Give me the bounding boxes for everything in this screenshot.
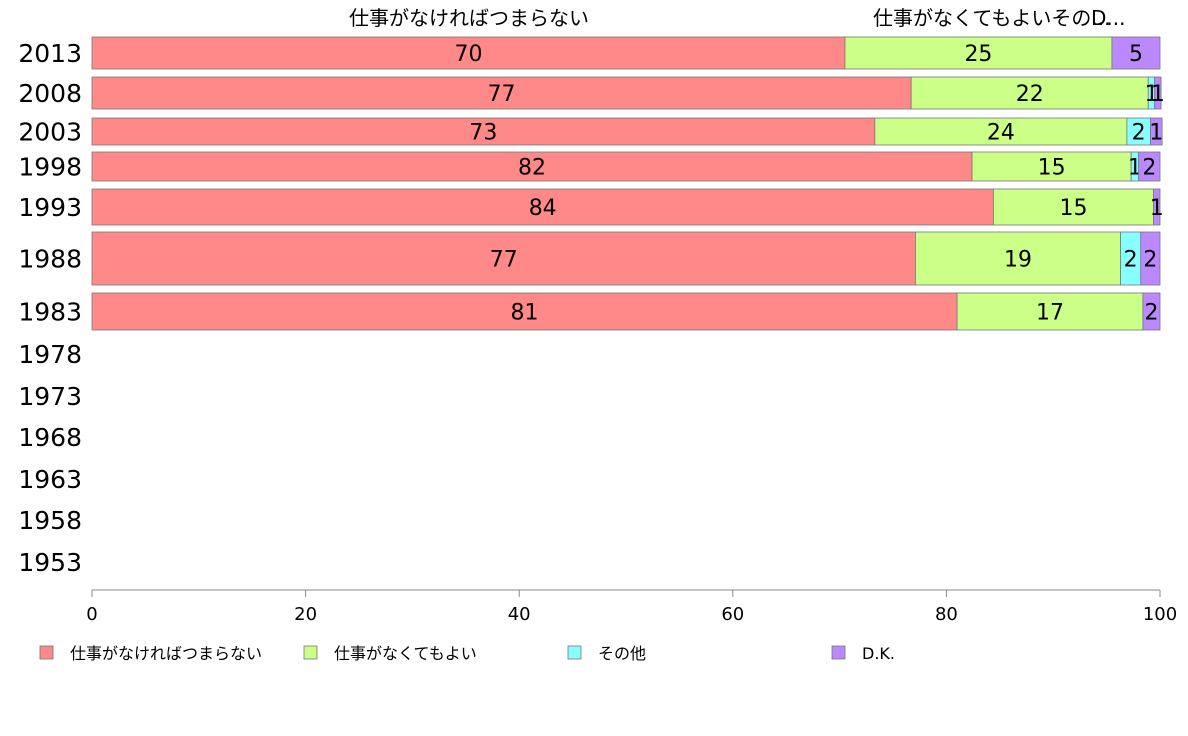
bar-value-label: 25 [964, 42, 992, 67]
bar-segment [91, 231, 916, 286]
bar-segment [910, 76, 1149, 110]
bar-value-label: 5 [1129, 42, 1143, 67]
x-tick-label: 0 [86, 604, 97, 625]
bar-segment [915, 231, 1121, 286]
x-tick-label: 80 [935, 604, 958, 625]
bar-value-label: 15 [1038, 156, 1066, 181]
bar-segment [1153, 188, 1161, 226]
bar-segment [1111, 36, 1161, 70]
bar-value-label: 2 [1132, 121, 1146, 146]
bar-value-label: 77 [490, 248, 518, 273]
bar-value-label: 17 [1036, 301, 1064, 326]
year-label: 1963 [18, 465, 82, 494]
year-label: 1958 [18, 506, 82, 535]
bar-value-label: 2 [1143, 248, 1157, 273]
year-label: 1978 [18, 340, 82, 369]
bar-value-label: 1 [1150, 196, 1164, 221]
bar-value-label: 24 [987, 121, 1015, 146]
year-label: 1993 [18, 193, 82, 222]
bar-value-label: 1 [1149, 121, 1163, 146]
x-axis: 0 20 40 60 80 100 [86, 589, 1177, 625]
bar-segment [1149, 117, 1163, 146]
bar-value-label: 22 [1016, 82, 1044, 107]
year-label: 1953 [18, 548, 82, 577]
bar-segment [1154, 76, 1162, 110]
bar-value-label: 2 [1144, 301, 1158, 326]
year-labels: 2013 2008 2003 1998 1993 1988 1983 1978 1973 1968… [18, 39, 82, 577]
bar-segment [992, 188, 1154, 226]
bar-value-label: 70 [454, 42, 482, 67]
bar-segment [91, 36, 846, 70]
bar-value-label: 77 [488, 82, 516, 107]
bar-segment [1142, 292, 1161, 331]
x-tick-label: 100 [1143, 604, 1177, 625]
bar-segment [956, 292, 1144, 331]
bar-segment [91, 117, 876, 146]
top-series-labels: 仕事がなければつまらない 仕事がなくてもよいその...D... [349, 6, 1125, 30]
year-label: 1973 [18, 382, 82, 411]
legend-swatch [567, 645, 582, 660]
top-series-label: D... [1091, 6, 1125, 30]
bar-value-label: 1 [1151, 82, 1165, 107]
bar-value-label: 15 [1059, 196, 1087, 221]
legend: 仕事がなければつまらない 仕事がなくてもよい その他 D.K. [39, 644, 895, 663]
year-label: 1968 [18, 423, 82, 452]
bar-segment [91, 151, 973, 182]
bar-segment [844, 36, 1113, 70]
top-series-label: 仕事がなくてもよいその... [873, 6, 1110, 30]
bar-segment [874, 117, 1128, 146]
legend-label: 仕事がなくてもよい [334, 644, 477, 663]
bar-segment [91, 76, 912, 110]
legend-label: その他 [598, 644, 646, 663]
legend-label: D.K. [862, 644, 895, 663]
bar-value-label: 2 [1124, 248, 1138, 273]
year-label: 2013 [18, 39, 82, 68]
bar-segment [1138, 151, 1161, 182]
bar-value-label: 2 [1142, 156, 1156, 181]
bar-segment [91, 188, 994, 226]
year-label: 2008 [18, 79, 82, 108]
top-series-label: 仕事がなければつまらない [349, 6, 589, 30]
bar-value-label: 82 [518, 156, 546, 181]
bar-value-label: 19 [1004, 248, 1032, 273]
legend-swatch [39, 645, 54, 660]
bar-segment [971, 151, 1132, 182]
bar-segment [1140, 231, 1161, 286]
legend-swatch [831, 645, 846, 660]
bar-value-label: 73 [469, 121, 497, 146]
bar-value-label: 81 [511, 301, 539, 326]
x-tick-label: 60 [721, 604, 744, 625]
year-label: 2003 [18, 118, 82, 147]
x-tick-label: 20 [294, 604, 317, 625]
year-label: 1983 [18, 298, 82, 327]
year-label: 1988 [18, 245, 82, 274]
legend-swatch [303, 645, 318, 660]
bar-value-label: 84 [529, 196, 557, 221]
year-label: 1998 [18, 153, 82, 182]
x-tick-label: 40 [508, 604, 531, 625]
legend-label: 仕事がなければつまらない [70, 644, 262, 663]
